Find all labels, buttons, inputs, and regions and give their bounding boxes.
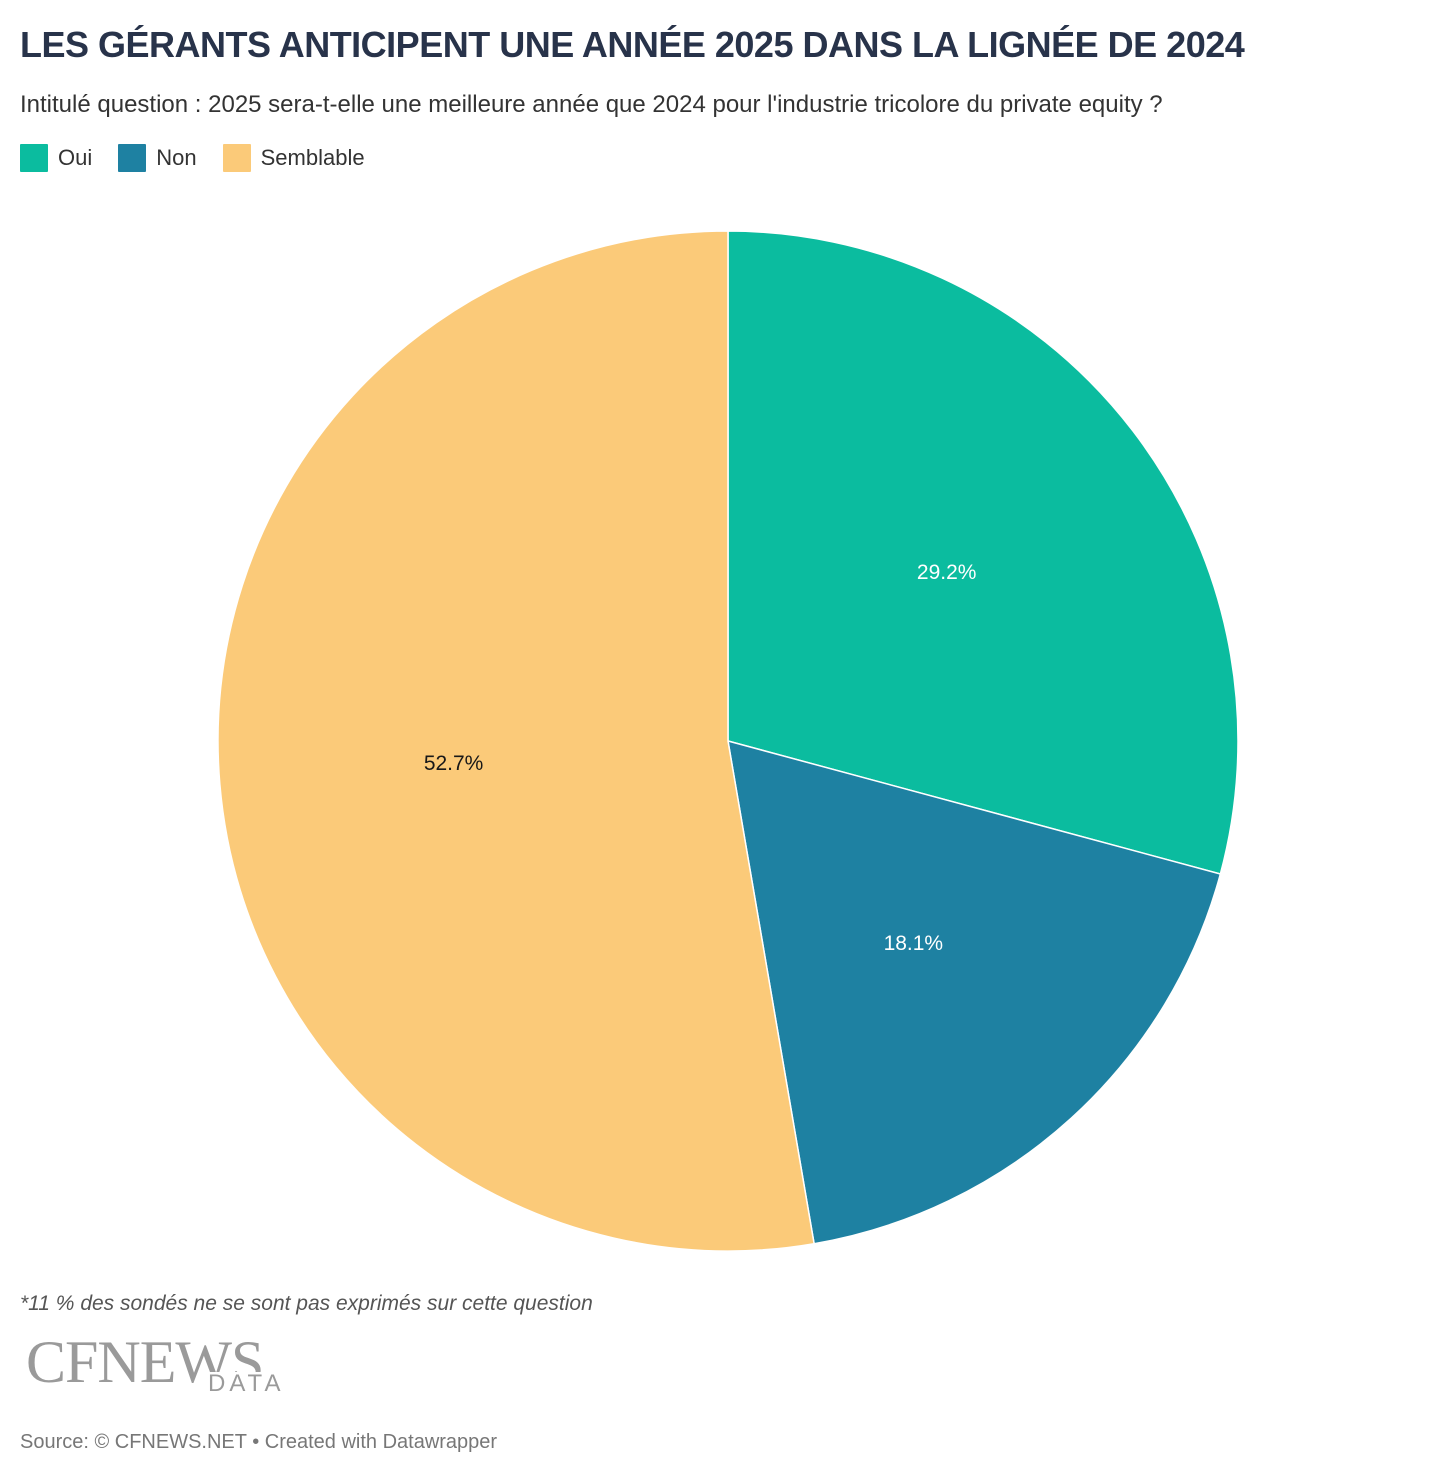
- source-credit: Source: © CFNEWS.NET • Created with Data…: [20, 1431, 498, 1453]
- legend-item-semblable: Semblable: [222, 144, 365, 172]
- pie-slice-non: [727, 739, 1222, 1245]
- pie-label-semblable: 52.7%: [424, 752, 484, 775]
- cfnews-data-logo: CFNEWS DATA: [26, 1332, 296, 1400]
- pie-slice-oui: [727, 230, 1239, 875]
- chart-title: LES GÉRANTS ANTICIPENT UNE ANNÉE 2025 DA…: [20, 24, 1245, 65]
- pie-label-non: 18.1%: [884, 932, 944, 955]
- legend-label-semblable: Semblable: [260, 145, 365, 170]
- legend-label-non: Non: [156, 145, 197, 170]
- legend-swatch-semblable: [222, 144, 251, 172]
- pie-label-oui: 29.2%: [917, 561, 977, 584]
- footnote: *11 % des sondés ne se sont pas exprimés…: [20, 1292, 593, 1315]
- pie-chart: 29.2% 18.1% 52.7%: [217, 230, 1239, 1252]
- legend-item-oui: Oui: [20, 144, 92, 172]
- logo-subtext: DATA: [204, 1372, 285, 1396]
- pie-slice-semblable: [217, 230, 815, 1252]
- legend: Oui Non Semblable: [20, 144, 365, 172]
- legend-label-oui: Oui: [58, 145, 93, 170]
- chart-subtitle: Intitulé question : 2025 sera-t-elle une…: [20, 91, 1163, 118]
- legend-swatch-oui: [20, 144, 48, 172]
- legend-item-non: Non: [118, 144, 197, 172]
- legend-swatch-non: [118, 144, 147, 172]
